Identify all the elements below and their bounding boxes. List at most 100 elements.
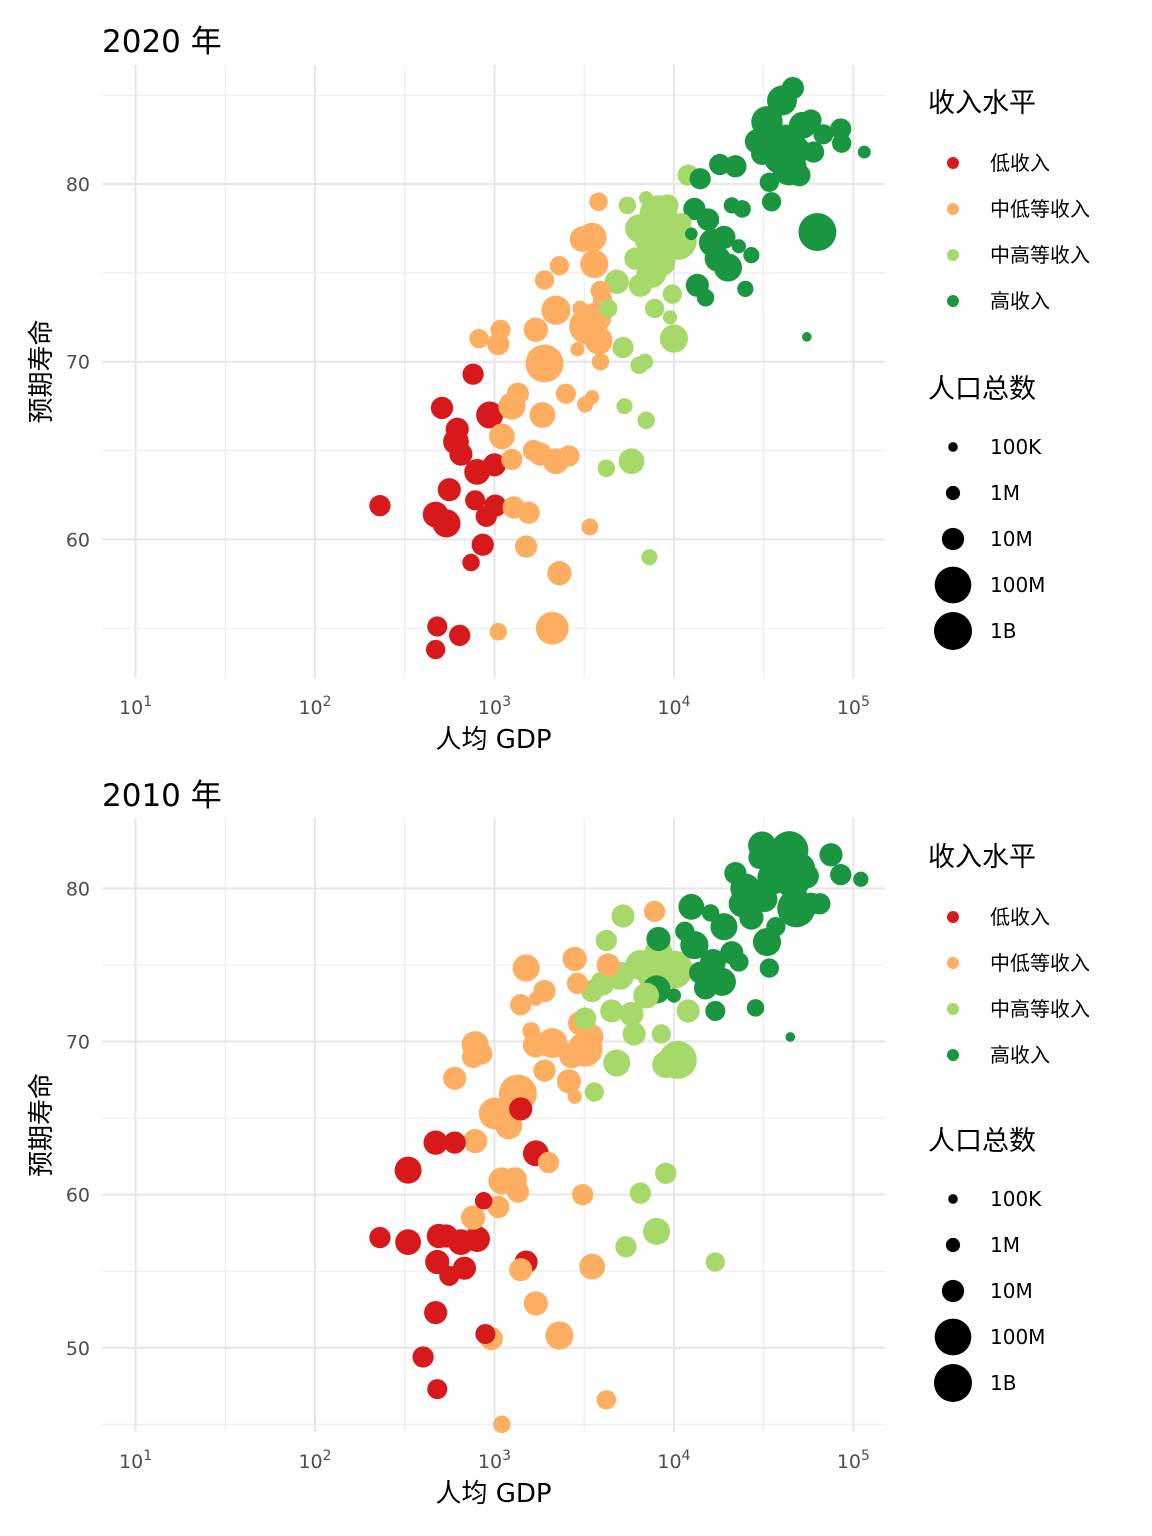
data-point (712, 225, 736, 249)
data-point (445, 417, 469, 441)
data-point (785, 1032, 796, 1042)
data-point (569, 226, 596, 253)
legend-size-swatch (945, 1237, 961, 1253)
data-point (547, 561, 572, 586)
legend-color-swatch (947, 1049, 959, 1061)
data-point (549, 256, 570, 276)
data-point (595, 929, 617, 952)
data-point (813, 124, 834, 145)
legend-size-swatch (934, 612, 972, 650)
data-point (460, 1205, 486, 1230)
data-point (723, 197, 740, 214)
legend-size-swatch (934, 1318, 972, 1356)
legend-size-label: 100K (990, 1187, 1042, 1211)
data-point (522, 1022, 540, 1040)
data-point (489, 423, 515, 450)
data-point (449, 442, 473, 466)
data-point (748, 846, 771, 869)
data-point (537, 1151, 560, 1174)
y-axis-title: 预期寿命 (27, 1073, 57, 1177)
data-point (619, 1001, 644, 1027)
data-point (394, 1156, 422, 1184)
data-point (597, 459, 616, 478)
x-tick-label: 103 (478, 1448, 511, 1473)
data-point (615, 1236, 637, 1258)
legend-color-label: 中高等收入 (990, 997, 1090, 1021)
legend-color-label: 低收入 (990, 151, 1050, 175)
data-point (525, 344, 564, 383)
data-point (462, 553, 480, 572)
legend-size-title: 人口总数 (928, 374, 1036, 405)
data-point (464, 1226, 490, 1252)
legend-size-label: 1B (990, 619, 1016, 643)
data-point (802, 141, 825, 163)
data-point (788, 164, 811, 187)
x-tick-label: 105 (837, 694, 870, 719)
legend-size-label: 100M (990, 1325, 1045, 1349)
data-point (424, 1300, 448, 1325)
data-point (474, 1192, 493, 1210)
data-point (559, 1042, 585, 1069)
data-point (591, 352, 610, 371)
data-point (656, 194, 679, 217)
data-point (704, 245, 731, 272)
data-point (509, 1097, 533, 1121)
legend-size-label: 10M (990, 527, 1033, 551)
data-point (567, 1089, 582, 1104)
chart-title: 2020 年 (102, 24, 222, 60)
data-point (523, 317, 548, 342)
data-point (853, 871, 869, 887)
data-point (830, 118, 852, 140)
legend-size-label: 100K (990, 435, 1042, 459)
data-point (701, 904, 720, 922)
data-point (562, 946, 587, 972)
data-point (514, 535, 538, 558)
data-point (612, 336, 634, 359)
data-point (449, 624, 471, 647)
data-point (598, 299, 618, 318)
data-point (675, 921, 695, 941)
legend-color-swatch (947, 249, 959, 261)
data-point (425, 639, 446, 660)
legend-color-swatch (947, 295, 959, 307)
data-point (689, 168, 711, 190)
data-point (628, 273, 652, 297)
data-point (465, 490, 486, 511)
data-point (545, 1321, 574, 1350)
x-tick-label: 104 (657, 694, 690, 719)
legend-color-swatch (947, 157, 959, 169)
data-point (759, 172, 779, 192)
legend-size-swatch (934, 566, 972, 604)
data-point (439, 1265, 460, 1286)
data-point (671, 213, 692, 234)
data-point (541, 295, 571, 325)
data-point (603, 1049, 631, 1077)
legend-size-label: 10M (990, 1279, 1033, 1303)
data-point (618, 448, 645, 475)
data-point (696, 208, 720, 231)
data-point (604, 269, 629, 294)
data-point (644, 298, 665, 319)
data-point (616, 398, 633, 415)
data-point (794, 864, 819, 889)
y-tick-label: 80 (66, 878, 90, 900)
data-point (533, 1059, 556, 1082)
data-point (471, 533, 494, 556)
data-point (412, 1346, 434, 1368)
y-tick-label: 70 (66, 352, 90, 374)
legend-size-swatch (941, 1279, 965, 1303)
data-point (647, 248, 676, 277)
data-point (739, 905, 764, 930)
data-point (572, 1184, 594, 1206)
data-point (710, 913, 738, 941)
legend-color-label: 中低等收入 (990, 951, 1090, 975)
data-point (566, 972, 589, 995)
data-point (641, 549, 658, 566)
data-point (596, 1390, 617, 1410)
x-axis-title: 人均 GDP (435, 725, 551, 755)
legend-color-swatch (947, 203, 959, 215)
data-point (475, 505, 497, 527)
data-point (819, 843, 843, 867)
data-point (625, 214, 654, 243)
legend-color-swatch (947, 1003, 959, 1015)
